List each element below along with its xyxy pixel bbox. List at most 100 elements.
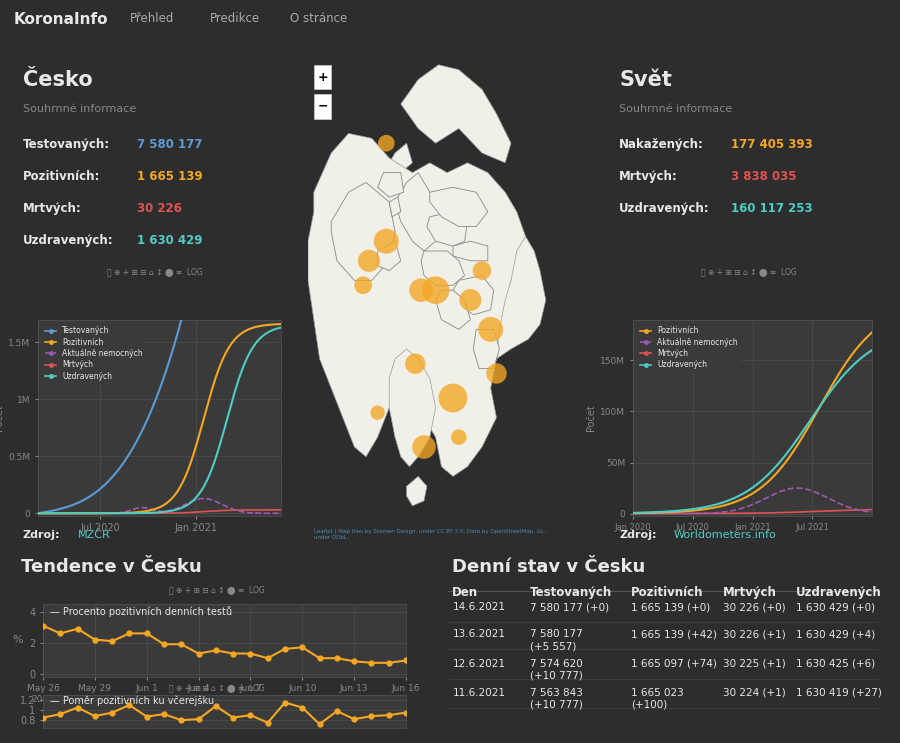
Polygon shape [389,197,400,217]
Polygon shape [453,241,488,261]
Text: 1 630 425 (+6): 1 630 425 (+6) [796,658,875,669]
Text: Mrtvých:: Mrtvých: [22,202,81,215]
Point [362,255,376,267]
Legend: Testovaných, Pozitivních, Aktuálně nemocných, Mrtvých, Uzdravených: Testovaných, Pozitivních, Aktuálně nemoc… [41,323,146,383]
Y-axis label: Počet: Počet [0,404,4,431]
Text: 7 580 177
(+5 557): 7 580 177 (+5 557) [530,629,583,651]
Point [356,279,370,291]
Text: 30 226 (+1): 30 226 (+1) [723,629,786,640]
Point [446,392,460,404]
Text: O stránce: O stránce [290,13,347,25]
Text: Den: Den [453,585,479,599]
Text: 1 665 097 (+74): 1 665 097 (+74) [631,658,716,669]
Text: Česko: Česko [22,70,93,90]
Point [408,358,422,370]
Polygon shape [497,236,545,359]
Text: 1 630 429 (+0): 1 630 429 (+0) [796,602,875,612]
Polygon shape [407,476,427,506]
Text: 30 226 (+0): 30 226 (+0) [723,602,785,612]
Polygon shape [378,172,404,197]
Text: 1 630 429: 1 630 429 [137,234,202,247]
Text: Přehled: Přehled [130,13,175,25]
Text: Svět: Svět [619,70,672,90]
Legend: Pozitivních, Aktuálně nemocných, Mrtvých, Uzdravených: Pozitivních, Aktuálně nemocných, Mrtvých… [637,323,741,372]
Text: 13.6.2021: 13.6.2021 [453,629,505,640]
Polygon shape [430,187,488,227]
Text: 14.6.2021: 14.6.2021 [453,602,505,612]
Text: Mrtvých: Mrtvých [723,585,777,599]
Text: 177 405 393: 177 405 393 [732,138,813,152]
Text: 12.6.2021: 12.6.2021 [453,658,505,669]
Text: Leaflet | Map tiles by Stamen Design, under CC BY 3.0. Data by OpenStreetMap, Gr: Leaflet | Map tiles by Stamen Design, un… [314,529,548,540]
Point [417,441,431,453]
Text: Souhrnné informace: Souhrnné informace [619,104,733,114]
Polygon shape [389,349,436,467]
Text: — Procento pozitivních denních testů: — Procento pozitivních denních testů [50,606,232,617]
Text: Souhrnné informace: Souhrnné informace [22,104,136,114]
Text: −: − [317,100,328,113]
Text: 7 580 177 (+0): 7 580 177 (+0) [530,602,609,612]
Text: Mrtvých:: Mrtvých: [619,170,678,184]
Polygon shape [436,291,471,329]
Text: Zdroj:: Zdroj: [22,531,60,540]
Point [452,431,466,443]
Text: 1 665 139: 1 665 139 [137,170,202,184]
Text: Worldometers.info: Worldometers.info [674,531,777,540]
Point [379,236,393,247]
Point [475,265,490,276]
Text: 7 580 177: 7 580 177 [137,138,202,152]
Text: 1 665 139 (+42): 1 665 139 (+42) [631,629,717,640]
Polygon shape [331,182,395,280]
Text: ⬛ ⊕ + ⊞ ⊟ ⌂ ↕ ⬤ ≡  LOG: ⬛ ⊕ + ⊞ ⊟ ⌂ ↕ ⬤ ≡ LOG [169,585,265,594]
Text: Uzdravených:: Uzdravených: [619,202,710,215]
Text: ⬛ ⊕ + ⊞ ⊟ ⌂ ↕ ⬤ ≡  LOG: ⬛ ⊕ + ⊞ ⊟ ⌂ ↕ ⬤ ≡ LOG [700,268,796,277]
Point [379,137,393,149]
Polygon shape [395,172,447,251]
Text: 7 563 843
(+10 777): 7 563 843 (+10 777) [530,688,583,710]
Text: Zdroj:: Zdroj: [619,531,657,540]
Polygon shape [389,143,412,172]
Text: 1 665 139 (+0): 1 665 139 (+0) [631,602,710,612]
Text: 1 630 419 (+27): 1 630 419 (+27) [796,688,882,698]
Text: Denní stav v Česku: Denní stav v Česku [453,559,645,577]
Text: 30 226: 30 226 [137,202,182,215]
Text: Pozitivních: Pozitivních [631,585,704,599]
Text: Testovaných: Testovaných [530,585,612,599]
Point [464,294,478,306]
Text: 3 838 035: 3 838 035 [732,170,796,184]
Text: — Poměr pozitivních ku včerejšku: — Poměr pozitivních ku včerejšku [50,696,214,707]
Text: Pozitivních:: Pozitivních: [22,170,100,184]
Polygon shape [308,134,526,476]
Polygon shape [400,65,511,163]
Point [490,368,504,380]
Text: 30 225 (+1): 30 225 (+1) [723,658,786,669]
Text: 1 665 023
(+100): 1 665 023 (+100) [631,688,684,710]
Text: Testovaných:: Testovaných: [22,138,110,152]
Polygon shape [473,329,500,369]
Point [371,406,385,418]
Text: Uzdravených:: Uzdravených: [22,234,113,247]
Text: MZČR: MZČR [78,531,111,540]
Text: 30 224 (+1): 30 224 (+1) [723,688,786,698]
Text: 7 574 620
(+10 777): 7 574 620 (+10 777) [530,658,583,680]
Polygon shape [427,212,467,246]
Text: Predikce: Predikce [210,13,260,25]
Text: KoronaInfo: KoronaInfo [14,11,109,27]
Text: +: + [317,71,328,83]
Text: 11.6.2021: 11.6.2021 [453,688,505,698]
Bar [314,94,331,119]
Text: ⬛ ⊕ + ⊞ ⊟ ⌂ ↕ ⬤ ≡  LOG: ⬛ ⊕ + ⊞ ⊟ ⌂ ↕ ⬤ ≡ LOG [169,684,265,693]
Point [428,285,443,296]
Text: ⬛ ⊕ + ⊞ ⊟ ⌂ ↕ ⬤ ≡  LOG: ⬛ ⊕ + ⊞ ⊟ ⌂ ↕ ⬤ ≡ LOG [106,268,202,277]
Text: Uzdravených: Uzdravených [796,585,882,599]
Polygon shape [453,276,493,315]
Text: Nakažených:: Nakažených: [619,138,704,152]
Text: 160 117 253: 160 117 253 [732,202,813,215]
Polygon shape [378,241,400,270]
Text: 1 630 429 (+4): 1 630 429 (+4) [796,629,875,640]
Text: Tendence v Česku: Tendence v Česku [21,559,202,577]
Bar [314,65,331,89]
Y-axis label: Počet: Počet [586,404,596,431]
Point [483,323,498,335]
Y-axis label: %: % [13,635,23,646]
